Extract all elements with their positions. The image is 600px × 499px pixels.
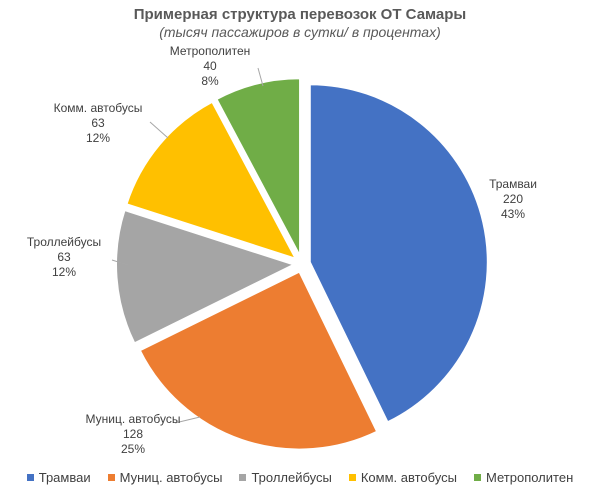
legend-swatch <box>348 474 356 481</box>
legend-swatch <box>239 474 247 481</box>
data-label-category: Метрополитен <box>170 44 251 58</box>
legend-label: Муниц. автобусы <box>119 470 223 485</box>
leader-line <box>257 67 264 87</box>
data-label-percent: 12% <box>86 131 110 145</box>
chart-title: Примерная структура перевозок ОТ Самары <box>133 6 467 23</box>
legend-swatch <box>107 474 115 481</box>
data-label-value: 128 <box>123 427 143 441</box>
legend-item-commercial-bus: Комм. автобусы <box>348 470 458 485</box>
chart-legend: Трамваи Муниц. автобусы Троллейбусы Комм… <box>0 470 600 485</box>
leader-line <box>149 121 169 139</box>
data-label-value: 40 <box>203 59 217 73</box>
data-label-percent: 25% <box>121 442 145 456</box>
slice-commercial-bus <box>125 100 298 261</box>
leader-line <box>174 416 201 424</box>
data-label-category: Троллейбусы <box>27 235 101 249</box>
data-label-category: Муниц. автобусы <box>86 412 181 426</box>
legend-swatch <box>474 474 482 481</box>
legend-label: Трамваи <box>38 470 91 485</box>
legend-label: Троллейбусы <box>251 470 332 485</box>
legend-swatch <box>26 474 34 481</box>
label-tramvai: Трамваи 220 43% <box>489 177 537 221</box>
legend-item-tramvai: Трамваи <box>26 470 91 485</box>
chart-subtitle: (тысяч пассажиров в сутки/ в процентах) <box>159 24 441 40</box>
data-label-value: 63 <box>91 116 105 130</box>
slice-tramvai <box>308 83 489 424</box>
label-trolleybus: Троллейбусы 63 12% <box>27 235 101 279</box>
legend-item-trolleybus: Троллейбусы <box>239 470 332 485</box>
slice-metro <box>215 77 302 257</box>
slice-trolleybus <box>115 208 297 345</box>
data-label-category: Трамваи <box>489 177 537 191</box>
leader-line <box>111 259 129 266</box>
data-label-category: Комм. автобусы <box>54 101 143 115</box>
data-label-value: 220 <box>503 192 523 206</box>
data-label-percent: 12% <box>52 265 76 279</box>
legend-item-metro: Метрополитен <box>474 470 573 485</box>
label-municipal-bus: Муниц. автобусы 128 25% <box>86 412 181 456</box>
legend-item-municipal-bus: Муниц. автобусы <box>107 470 223 485</box>
data-label-value: 63 <box>57 250 71 264</box>
label-commercial-bus: Комм. автобусы 63 12% <box>54 101 143 145</box>
data-label-percent: 8% <box>201 74 219 88</box>
label-metro: Метрополитен 40 8% <box>170 44 251 88</box>
legend-label: Комм. автобусы <box>360 470 458 485</box>
slice-municipal-bus <box>138 270 379 451</box>
legend-label: Метрополитен <box>486 470 574 485</box>
data-label-percent: 43% <box>501 207 525 221</box>
